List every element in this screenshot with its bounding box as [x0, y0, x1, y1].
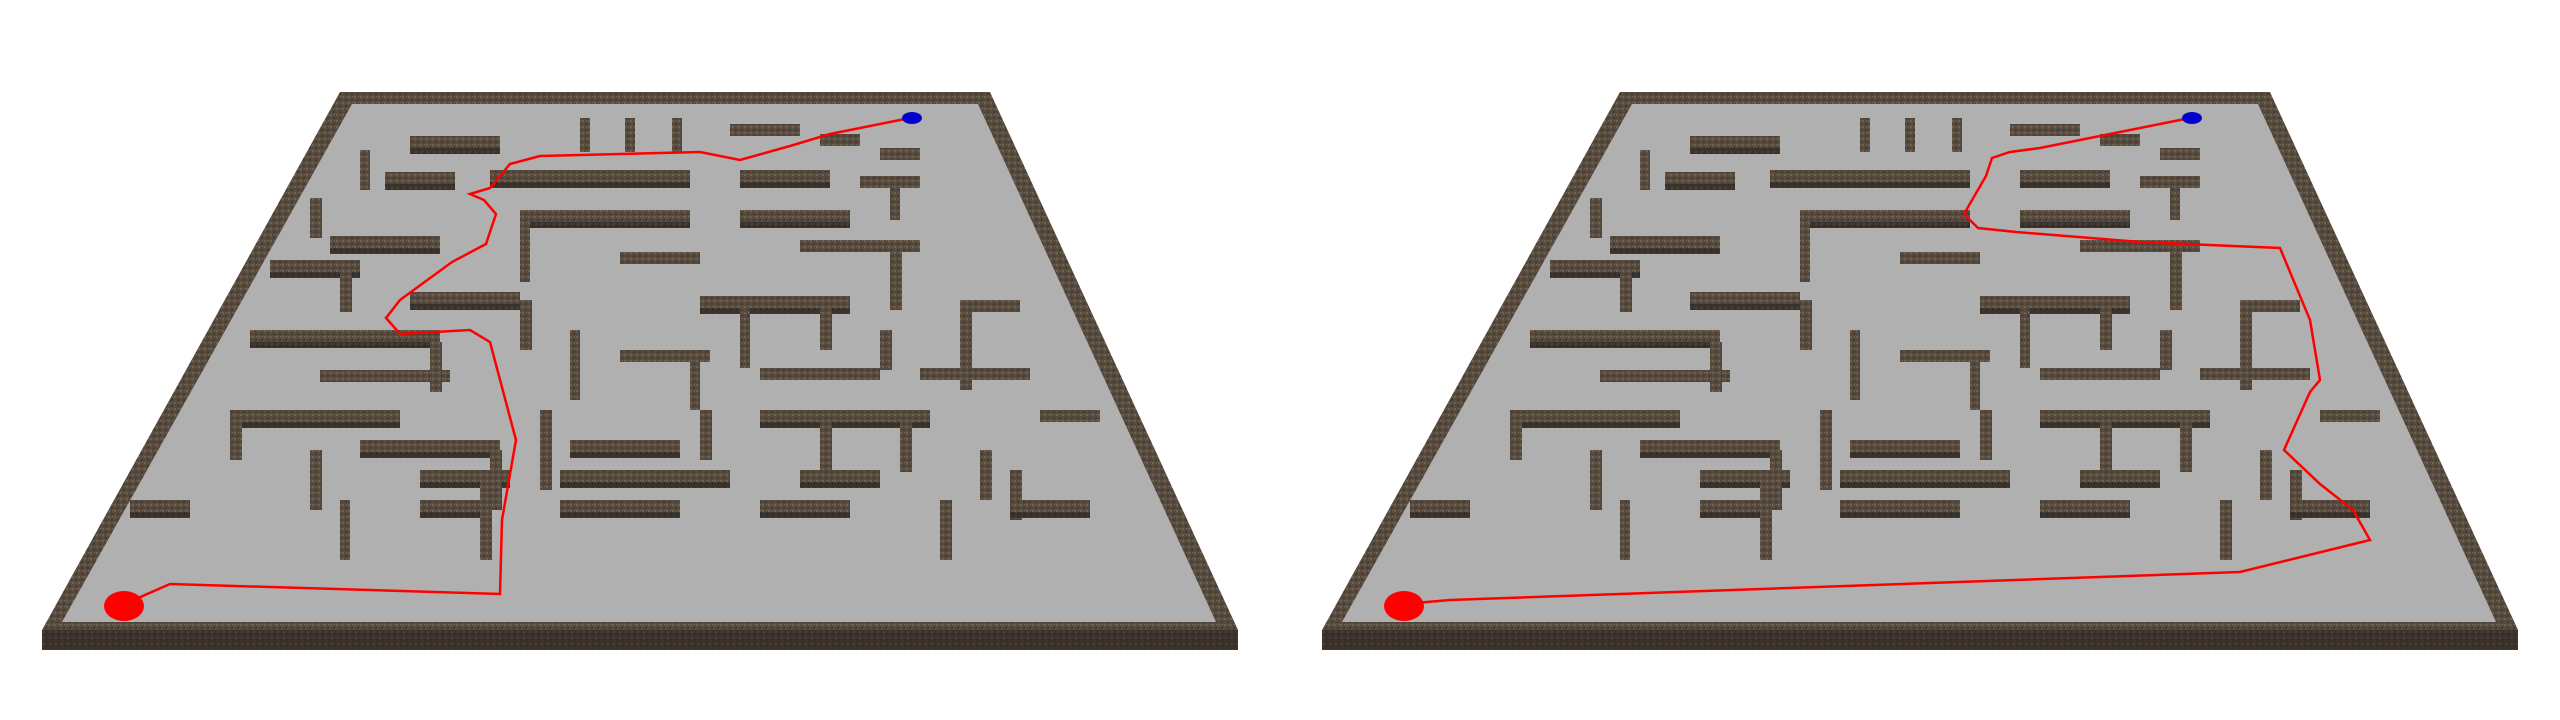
left-maze-frame-front: [42, 630, 1238, 650]
blue-goal-disc-icon: [902, 112, 922, 124]
right-maze-walls: [1410, 118, 2380, 560]
left-maze-panel: [42, 92, 1238, 650]
red-start-disc-icon: [104, 591, 144, 621]
left-maze-walls: [130, 118, 1100, 560]
red-start-disc-icon: [1384, 591, 1424, 621]
right-maze-floor: [1342, 104, 2496, 622]
right-maze-frame-front: [1322, 630, 2518, 650]
left-solution-path: [119, 116, 911, 608]
right-solution-path: [1403, 116, 2372, 606]
left-maze-floor: [62, 104, 1216, 622]
right-maze-panel: [1322, 92, 2518, 650]
blue-goal-disc-icon: [2182, 112, 2202, 124]
